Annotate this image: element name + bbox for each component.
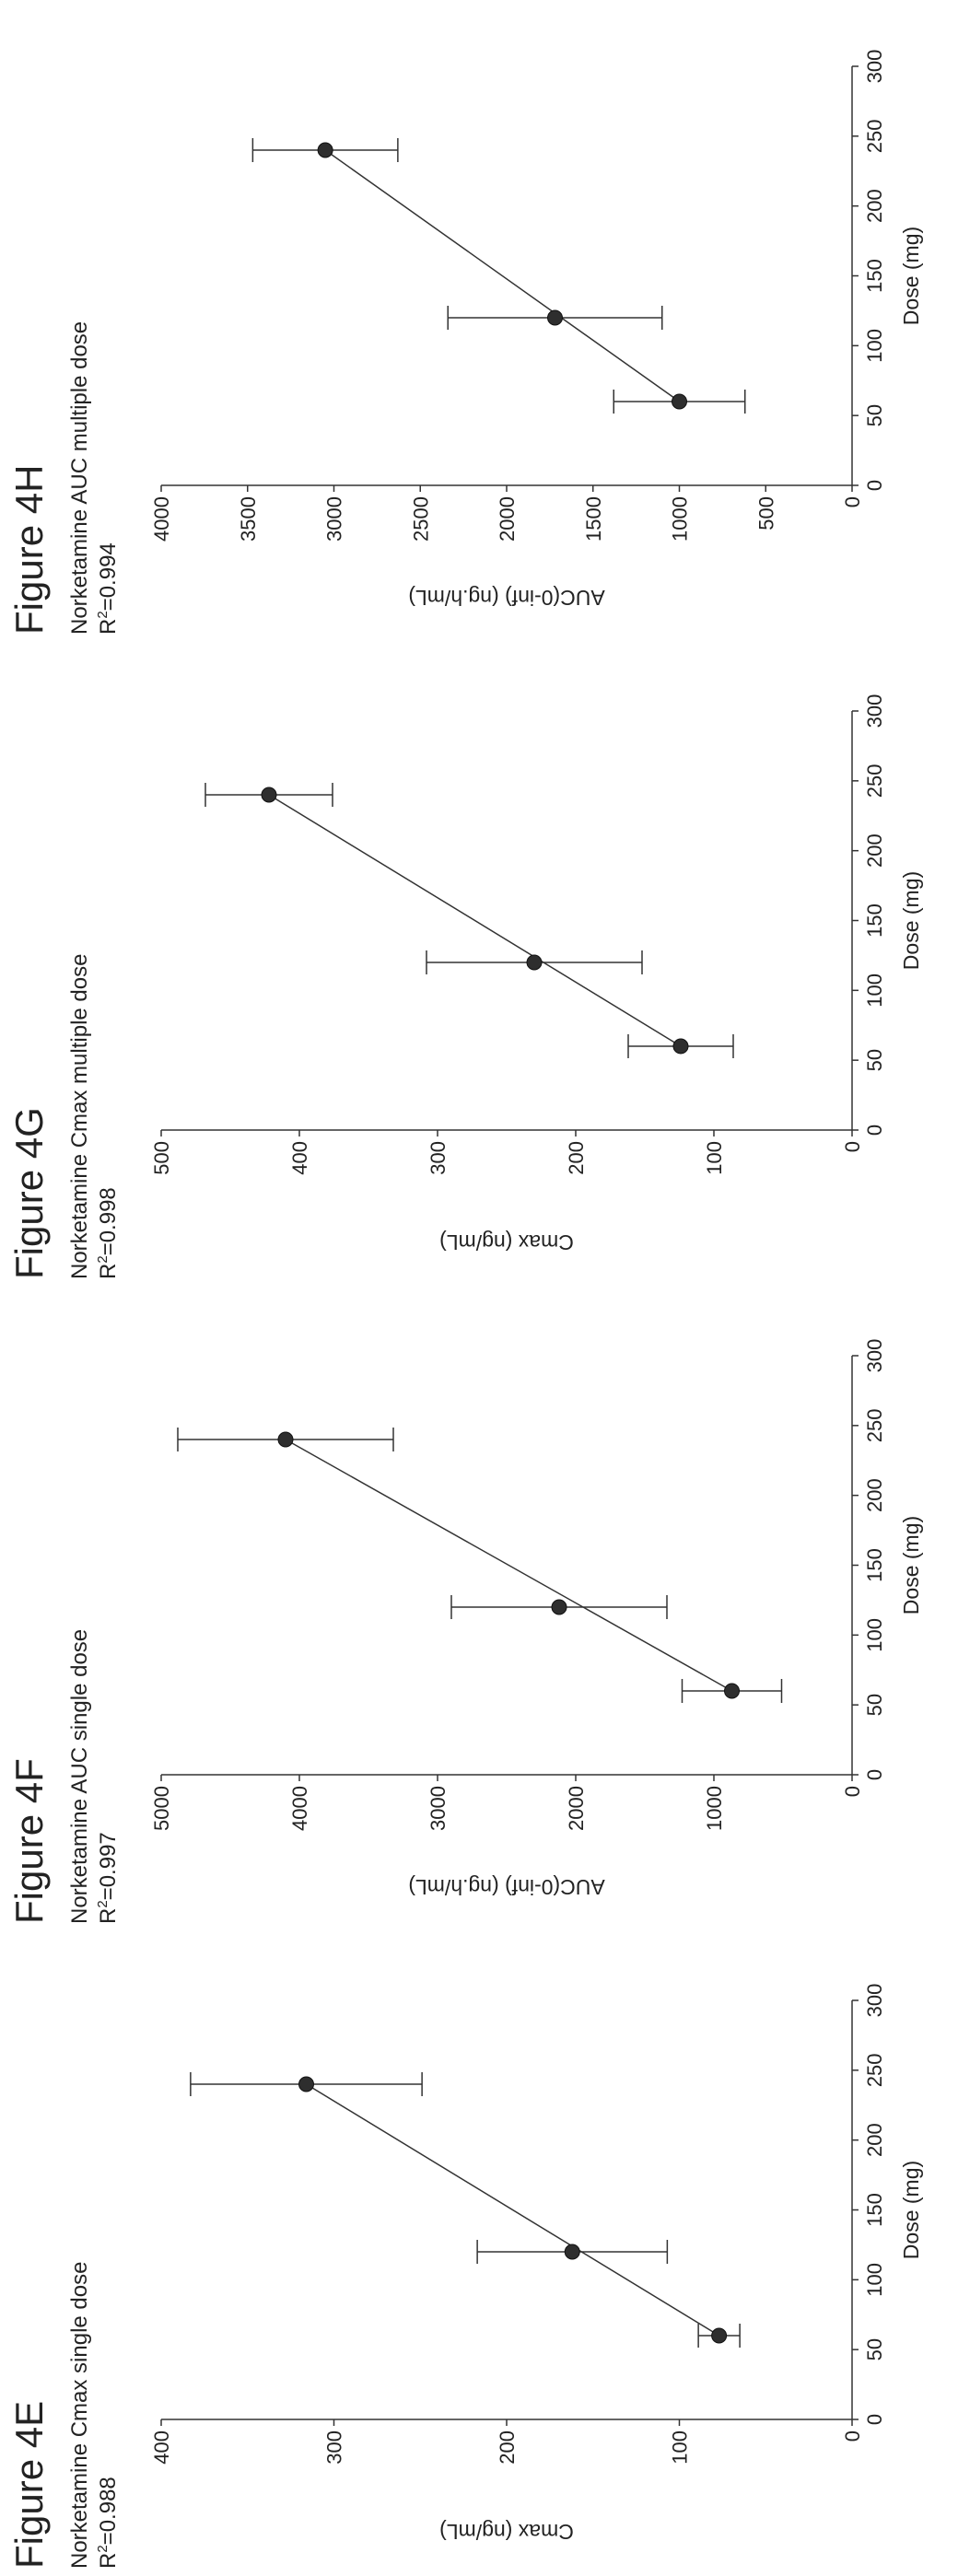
y-tick-label: 3000 — [426, 1786, 450, 1831]
x-tick-label: 250 — [863, 119, 886, 153]
panel-figure-4e: Figure 4E Norketamine Cmax single dose R… — [0, 1950, 958, 2576]
y-tick-label: 400 — [288, 1141, 311, 1175]
data-point — [711, 2327, 728, 2344]
y-axis-label: AUC(0-inf) (ng.h/mL) — [408, 586, 604, 610]
x-tick-label: 150 — [863, 259, 886, 293]
y-tick-label: 3000 — [323, 496, 346, 542]
y-tick-label: 5000 — [150, 1786, 173, 1831]
chart-figure-4g: 0 100 200 300 400 500 0 50 100 150 200 250 300 Dose (… — [150, 694, 923, 1254]
data-point — [317, 142, 333, 158]
data-point — [526, 954, 543, 971]
data-point — [672, 1038, 689, 1055]
y-tick-label: 2000 — [565, 1786, 588, 1831]
data-point — [672, 393, 687, 410]
x-axis-label: Dose (mg) — [899, 2161, 923, 2259]
y-tick-label: 200 — [496, 2430, 519, 2465]
regression-line — [285, 1439, 732, 1692]
y-tick-label: 2500 — [409, 496, 432, 542]
y-tick-label: 0 — [841, 1786, 864, 1797]
y-tick-label: 300 — [426, 1141, 450, 1175]
x-tick-label: 0 — [863, 1769, 886, 1780]
y-tick-label: 0 — [841, 2430, 864, 2442]
y-tick-label: 2000 — [496, 496, 519, 542]
x-tick-label: 250 — [863, 763, 886, 798]
y-axis-label: AUC(0-inf) (ng.h/mL) — [408, 1875, 604, 1899]
x-tick-label: 50 — [863, 1694, 886, 1716]
y-tick-label: 500 — [150, 1141, 173, 1175]
x-tick-label: 250 — [863, 1408, 886, 1442]
y-tick-label: 300 — [323, 2430, 346, 2465]
x-tick-label: 50 — [863, 2338, 886, 2360]
y-tick-label: 500 — [754, 496, 777, 530]
x-tick-label: 200 — [863, 833, 886, 868]
x-axis-label: Dose (mg) — [899, 227, 923, 325]
y-tick-label: 1500 — [582, 496, 605, 542]
x-axis-label: Dose (mg) — [899, 1516, 923, 1614]
y-tick-label: 400 — [150, 2430, 173, 2465]
chart-figure-4h: 0 500 1000 1500 2000 2500 3000 3500 4000 0 50 100 15… — [150, 50, 923, 610]
x-tick-label: 100 — [863, 973, 886, 1008]
data-point — [547, 309, 563, 326]
y-tick-label: 100 — [703, 1141, 726, 1175]
y-axis-label: Cmax (ng/mL) — [439, 1230, 574, 1254]
data-point — [277, 1431, 294, 1448]
y-axis-label: Cmax (ng/mL) — [439, 2520, 574, 2544]
x-tick-label: 200 — [863, 1478, 886, 1512]
x-tick-label: 0 — [863, 480, 886, 491]
x-tick-label: 0 — [863, 2414, 886, 2425]
regression-line — [268, 794, 682, 1047]
x-tick-label: 0 — [863, 1125, 886, 1136]
y-tick-label: 3500 — [237, 496, 260, 542]
x-tick-label: 50 — [863, 404, 886, 426]
y-tick-label: 1000 — [703, 1786, 726, 1831]
x-tick-label: 250 — [863, 2053, 886, 2087]
data-point — [724, 1683, 740, 1699]
y-tick-label: 4000 — [150, 496, 173, 542]
regression-line — [306, 2083, 720, 2337]
x-axis-label: Dose (mg) — [899, 871, 923, 970]
x-tick-label: 50 — [863, 1049, 886, 1071]
y-tick-label: 0 — [841, 1141, 864, 1152]
y-tick-label: 100 — [669, 2430, 692, 2465]
y-tick-label: 0 — [841, 496, 864, 507]
regression-line — [324, 149, 680, 402]
x-tick-label: 100 — [863, 329, 886, 363]
x-tick-label: 300 — [863, 1984, 886, 2018]
panel-figure-4f: Figure 4F Norketamine AUC single dose R2… — [0, 1305, 958, 1931]
y-tick-label: 1000 — [669, 496, 692, 542]
panel-figure-4h: Figure 4H Norketamine AUC multiple dose … — [0, 16, 958, 642]
x-tick-label: 300 — [863, 1339, 886, 1373]
data-point — [551, 1599, 567, 1615]
panel-figure-4g: Figure 4G Norketamine Cmax multiple dose… — [0, 660, 958, 1287]
x-tick-label: 300 — [863, 50, 886, 84]
x-tick-label: 100 — [863, 1618, 886, 1652]
y-tick-label: 200 — [565, 1141, 588, 1175]
x-tick-label: 200 — [863, 189, 886, 223]
y-tick-label: 4000 — [288, 1786, 311, 1831]
x-tick-label: 150 — [863, 2193, 886, 2227]
x-tick-label: 150 — [863, 903, 886, 938]
chart-figure-4e: 0 100 200 300 400 0 50 100 150 200 250 300 Dose (mg)… — [150, 1984, 923, 2544]
x-tick-label: 100 — [863, 2263, 886, 2297]
x-tick-label: 200 — [863, 2123, 886, 2157]
data-point — [261, 787, 277, 803]
data-point — [298, 2076, 314, 2092]
x-tick-label: 150 — [863, 1548, 886, 1582]
x-tick-label: 300 — [863, 694, 886, 729]
data-point — [564, 2244, 580, 2260]
chart-figure-4f: 0 1000 2000 3000 4000 5000 0 50 100 150 200 250 300 D… — [150, 1339, 923, 1899]
